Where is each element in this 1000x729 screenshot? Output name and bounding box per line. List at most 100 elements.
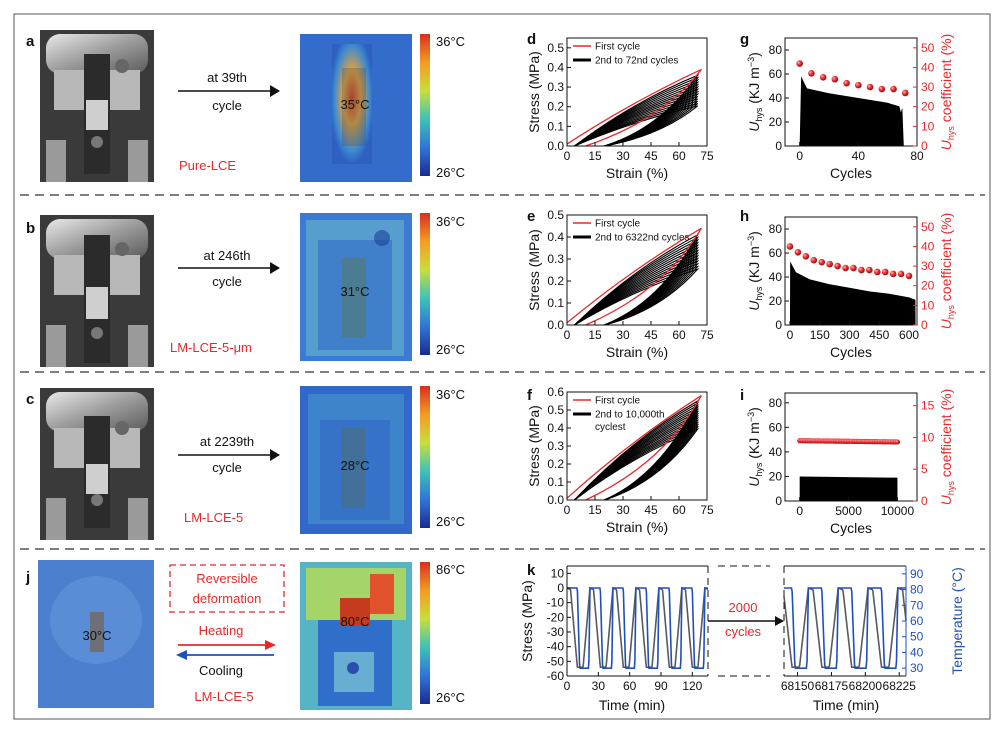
- y2-tick-label: 50: [921, 41, 935, 55]
- x-tick-label: 0: [564, 149, 571, 163]
- y2-tick-label: 30: [910, 661, 924, 675]
- panel-letter: k: [527, 562, 536, 579]
- x-tick-label: 60: [672, 328, 686, 342]
- x-tick-label: 0: [564, 503, 571, 517]
- coefficient-point: [794, 249, 802, 256]
- y2-tick-label: 10: [921, 119, 935, 133]
- y2-tick-label: 40: [921, 239, 935, 253]
- coefficient-point: [897, 270, 905, 278]
- panel-letter: j: [25, 569, 30, 586]
- arrow-label-top: at 39th: [207, 70, 247, 85]
- x-tick-label: 60: [672, 149, 686, 163]
- x-tick-label: 0: [564, 328, 571, 342]
- y-tick-label: 0.4: [547, 60, 564, 74]
- break-label: 2000: [729, 600, 758, 615]
- cycle-loop: [574, 265, 700, 326]
- y2-tick-label: 60: [910, 614, 924, 628]
- y2-tick-label: 15: [921, 399, 935, 413]
- coefficient-point: [808, 70, 815, 77]
- coefficient-point: [834, 262, 841, 270]
- y-tick-label: 0.1: [547, 119, 564, 133]
- x-tick-label: 30: [616, 503, 630, 517]
- x-tick-label: 90: [654, 679, 668, 693]
- plot-frame: [784, 37, 918, 147]
- y2-tick-label: 0: [921, 318, 928, 332]
- y-tick-label: 0.2: [547, 274, 564, 288]
- arrow-label-bottom: cycle: [212, 98, 242, 113]
- hot-temp-label: 80°C: [340, 614, 369, 629]
- first-cycle-line: [566, 227, 702, 326]
- x-tick-label: 68150: [781, 679, 815, 693]
- legend-label: First cycle: [595, 42, 640, 53]
- coefficient-point: [855, 81, 862, 89]
- panel-letter: g: [740, 31, 749, 48]
- coefficient-point: [831, 75, 839, 83]
- panel-letter: d: [527, 31, 536, 48]
- x-tick-label: 120: [682, 679, 702, 693]
- panel-letter: a: [26, 33, 35, 50]
- y2-tick-label: 20: [921, 100, 935, 114]
- y-tick-label: 0.3: [547, 252, 564, 266]
- x-tick-label: 80: [910, 149, 924, 163]
- coefficient-point: [866, 83, 874, 91]
- y-tick-label: -60: [547, 669, 565, 683]
- x-axis-title: Time (min): [813, 697, 879, 713]
- thermal-temp-label: 31°C: [340, 284, 369, 299]
- cool-temp-label: 30°C: [82, 628, 111, 643]
- y-tick-label: 0.0: [547, 493, 564, 507]
- row-a: a at 39th cycle Pure-LCE 35°C 36°C 26°C: [26, 30, 465, 182]
- y-tick-label: 80: [769, 396, 783, 410]
- scale-max-label: 86°C: [436, 562, 465, 577]
- x-tick-label: 45: [644, 503, 658, 517]
- temperature-cycling-chart-k: 2000cycles100-10-20-30-40-50-60908070605…: [519, 565, 965, 713]
- y2-axis-title: Temperature (°C): [949, 567, 965, 675]
- plot-frame: [784, 216, 918, 326]
- x-tick-label: 450: [869, 328, 889, 342]
- coefficient-point: [878, 85, 886, 93]
- stress-strain-chart-d: 0 15 30 45 60 75 0.0 0.1 0.2 0.3 0.4 0.5 Strain (%) S…: [526, 37, 714, 181]
- y-tick-label: 20: [769, 115, 783, 129]
- coefficient-point: [819, 73, 827, 81]
- break-arrow-head: [775, 616, 784, 626]
- x-axis-title: Cycles: [830, 344, 872, 360]
- y-tick-label: -40: [547, 640, 565, 654]
- y-axis-title: Uhys (KJ m−3): [746, 52, 764, 132]
- y-tick-label: -10: [547, 596, 565, 610]
- y2-tick-label: 70: [910, 598, 924, 612]
- y-tick-label: 0.2: [547, 457, 564, 471]
- y-axis-title: Stress (MPa): [526, 51, 542, 133]
- cycle-loop: [574, 260, 700, 326]
- box-line-2: deformation: [193, 591, 262, 606]
- coefficient-point: [796, 60, 803, 67]
- cycles-band: [574, 74, 700, 147]
- figure-frame: [13, 13, 991, 720]
- y2-tick-label: 10: [921, 430, 935, 444]
- plot-frame: [566, 37, 708, 147]
- y2-tick-label: 40: [921, 60, 935, 74]
- thermal-image-cool: [38, 560, 154, 708]
- x-tick-label: 0: [796, 504, 803, 518]
- x-tick-label: 0: [787, 328, 794, 342]
- material-label: LM-LCE-5: [184, 510, 243, 525]
- row-b: b at 246th cycle LM-LCE-5-μm 31°C 36°C 2…: [26, 213, 465, 367]
- cycle-loop: [574, 267, 700, 326]
- y2-tick-label: 50: [910, 630, 924, 644]
- scale-min-label: 26°C: [436, 165, 465, 180]
- y2-tick-label: 50: [921, 220, 935, 234]
- y-tick-label: 0.0: [547, 318, 564, 332]
- arrow-label-bottom: cycle: [212, 460, 242, 475]
- panel-letter: h: [740, 208, 749, 225]
- y-tick-label: 0: [557, 581, 564, 595]
- material-label: LM-LCE-5-μm: [170, 340, 252, 355]
- x-tick-label: 40: [852, 149, 866, 163]
- legend-label: cyclest: [595, 422, 626, 433]
- first-cycle-line: [566, 395, 702, 501]
- x-tick-label: 68225: [883, 679, 917, 693]
- y2-tick-label: 0: [921, 139, 928, 153]
- y2-tick-label: 80: [910, 583, 924, 597]
- y-axis-title: Stress (MPa): [526, 405, 542, 487]
- scale-min-label: 26°C: [436, 342, 465, 357]
- x-axis-title: Time (min): [599, 697, 665, 713]
- coefficient-point: [850, 264, 857, 272]
